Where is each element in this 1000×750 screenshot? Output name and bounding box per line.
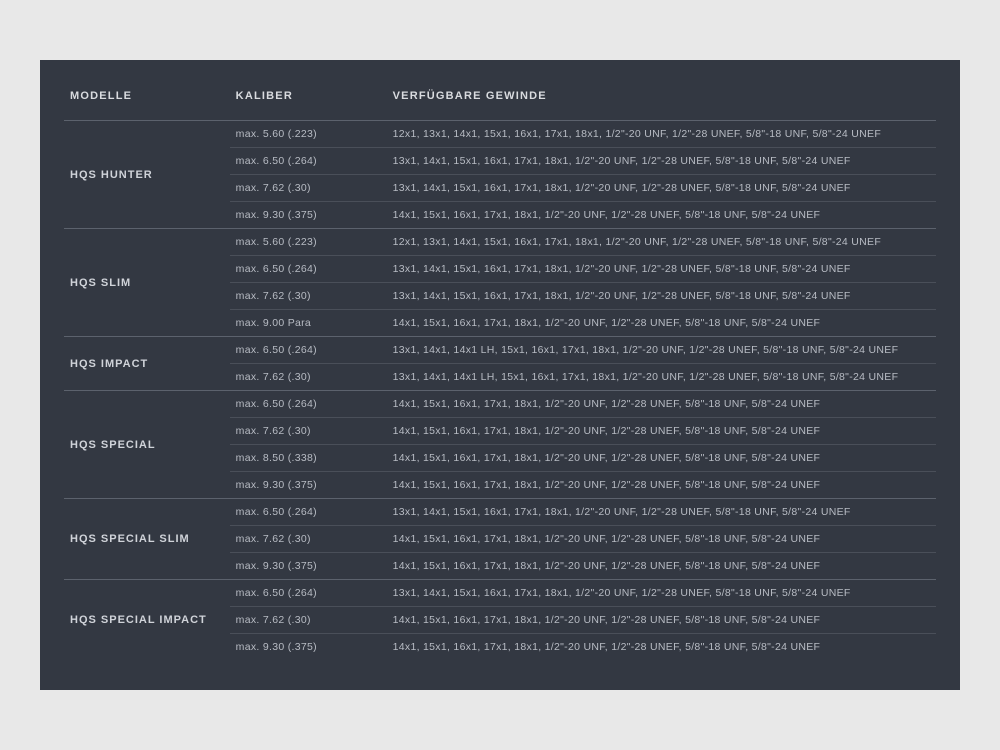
- threads-cell: 13x1, 14x1, 15x1, 16x1, 17x1, 18x1, 1/2"…: [387, 256, 936, 283]
- threads-cell: 14x1, 15x1, 16x1, 17x1, 18x1, 1/2"-20 UN…: [387, 634, 936, 661]
- table-row: HQS SPECIAL SLIMmax. 6.50 (.264)13x1, 14…: [64, 499, 936, 526]
- table-row: HQS SPECIAL IMPACTmax. 6.50 (.264)13x1, …: [64, 580, 936, 607]
- threads-cell: 14x1, 15x1, 16x1, 17x1, 18x1, 1/2"-20 UN…: [387, 445, 936, 472]
- kaliber-cell: max. 5.60 (.223): [230, 229, 387, 256]
- threads-cell: 14x1, 15x1, 16x1, 17x1, 18x1, 1/2"-20 UN…: [387, 526, 936, 553]
- model-cell: HQS HUNTER: [64, 121, 230, 229]
- col-header-modelle: MODELLE: [64, 82, 230, 121]
- threads-cell: 13x1, 14x1, 15x1, 16x1, 17x1, 18x1, 1/2"…: [387, 283, 936, 310]
- spec-table-card: MODELLE KALIBER VERFÜGBARE GEWINDE HQS H…: [40, 60, 960, 690]
- kaliber-cell: max. 6.50 (.264): [230, 391, 387, 418]
- spec-table: MODELLE KALIBER VERFÜGBARE GEWINDE HQS H…: [64, 82, 936, 660]
- kaliber-cell: max. 9.30 (.375): [230, 472, 387, 499]
- kaliber-cell: max. 5.60 (.223): [230, 121, 387, 148]
- kaliber-cell: max. 9.30 (.375): [230, 634, 387, 661]
- kaliber-cell: max. 6.50 (.264): [230, 580, 387, 607]
- header-row: MODELLE KALIBER VERFÜGBARE GEWINDE: [64, 82, 936, 121]
- col-header-kaliber: KALIBER: [230, 82, 387, 121]
- threads-cell: 13x1, 14x1, 14x1 LH, 15x1, 16x1, 17x1, 1…: [387, 337, 936, 364]
- threads-cell: 14x1, 15x1, 16x1, 17x1, 18x1, 1/2"-20 UN…: [387, 472, 936, 499]
- model-cell: HQS IMPACT: [64, 337, 230, 391]
- kaliber-cell: max. 6.50 (.264): [230, 337, 387, 364]
- threads-cell: 13x1, 14x1, 15x1, 16x1, 17x1, 18x1, 1/2"…: [387, 148, 936, 175]
- kaliber-cell: max. 7.62 (.30): [230, 175, 387, 202]
- kaliber-cell: max. 6.50 (.264): [230, 499, 387, 526]
- kaliber-cell: max. 7.62 (.30): [230, 418, 387, 445]
- threads-cell: 13x1, 14x1, 14x1 LH, 15x1, 16x1, 17x1, 1…: [387, 364, 936, 391]
- model-cell: HQS SPECIAL SLIM: [64, 499, 230, 580]
- model-cell: HQS SPECIAL IMPACT: [64, 580, 230, 661]
- threads-cell: 14x1, 15x1, 16x1, 17x1, 18x1, 1/2"-20 UN…: [387, 391, 936, 418]
- threads-cell: 14x1, 15x1, 16x1, 17x1, 18x1, 1/2"-20 UN…: [387, 553, 936, 580]
- kaliber-cell: max. 6.50 (.264): [230, 256, 387, 283]
- model-cell: HQS SLIM: [64, 229, 230, 337]
- kaliber-cell: max. 8.50 (.338): [230, 445, 387, 472]
- threads-cell: 12x1, 13x1, 14x1, 15x1, 16x1, 17x1, 18x1…: [387, 121, 936, 148]
- threads-cell: 14x1, 15x1, 16x1, 17x1, 18x1, 1/2"-20 UN…: [387, 310, 936, 337]
- table-row: HQS SPECIALmax. 6.50 (.264)14x1, 15x1, 1…: [64, 391, 936, 418]
- threads-cell: 12x1, 13x1, 14x1, 15x1, 16x1, 17x1, 18x1…: [387, 229, 936, 256]
- threads-cell: 14x1, 15x1, 16x1, 17x1, 18x1, 1/2"-20 UN…: [387, 607, 936, 634]
- kaliber-cell: max. 7.62 (.30): [230, 526, 387, 553]
- threads-cell: 14x1, 15x1, 16x1, 17x1, 18x1, 1/2"-20 UN…: [387, 202, 936, 229]
- kaliber-cell: max. 7.62 (.30): [230, 607, 387, 634]
- threads-cell: 13x1, 14x1, 15x1, 16x1, 17x1, 18x1, 1/2"…: [387, 175, 936, 202]
- kaliber-cell: max. 9.30 (.375): [230, 202, 387, 229]
- col-header-gewinde: VERFÜGBARE GEWINDE: [387, 82, 936, 121]
- threads-cell: 14x1, 15x1, 16x1, 17x1, 18x1, 1/2"-20 UN…: [387, 418, 936, 445]
- kaliber-cell: max. 9.00 Para: [230, 310, 387, 337]
- threads-cell: 13x1, 14x1, 15x1, 16x1, 17x1, 18x1, 1/2"…: [387, 580, 936, 607]
- kaliber-cell: max. 7.62 (.30): [230, 364, 387, 391]
- table-row: HQS SLIMmax. 5.60 (.223)12x1, 13x1, 14x1…: [64, 229, 936, 256]
- table-row: HQS IMPACTmax. 6.50 (.264)13x1, 14x1, 14…: [64, 337, 936, 364]
- kaliber-cell: max. 7.62 (.30): [230, 283, 387, 310]
- kaliber-cell: max. 9.30 (.375): [230, 553, 387, 580]
- model-cell: HQS SPECIAL: [64, 391, 230, 499]
- kaliber-cell: max. 6.50 (.264): [230, 148, 387, 175]
- table-row: HQS HUNTERmax. 5.60 (.223)12x1, 13x1, 14…: [64, 121, 936, 148]
- threads-cell: 13x1, 14x1, 15x1, 16x1, 17x1, 18x1, 1/2"…: [387, 499, 936, 526]
